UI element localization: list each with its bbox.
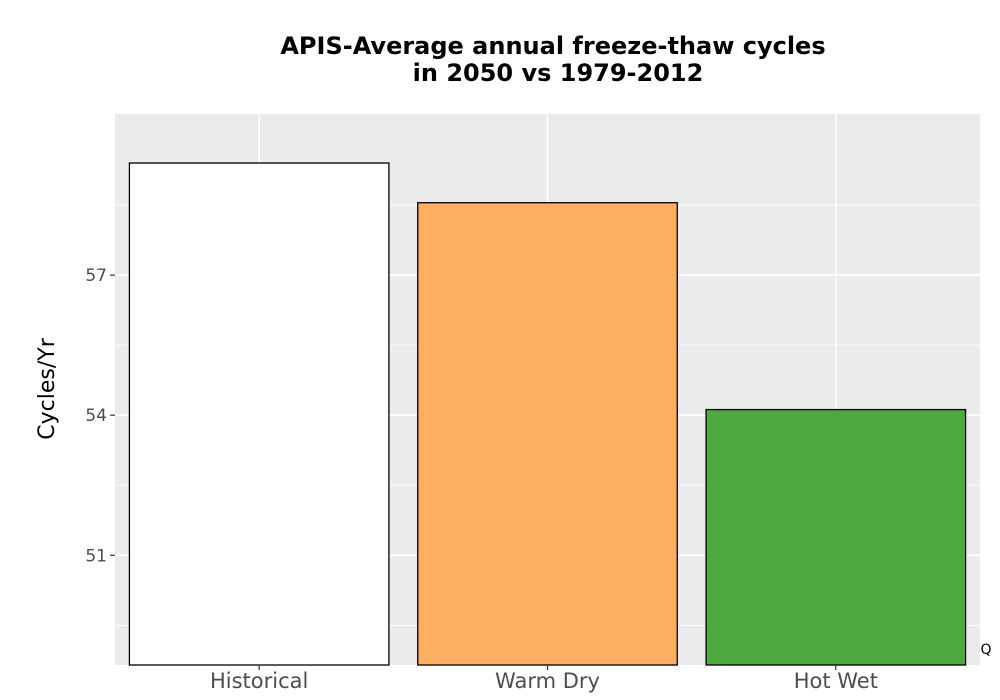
y-tick-label: 57: [85, 266, 107, 286]
bar-warm-dry: [417, 202, 678, 666]
bar-hot-wet: [705, 408, 967, 666]
x-axis: Historical Warm Dry Hot Wet: [210, 665, 878, 693]
corner-note: Q: [980, 642, 991, 658]
x-tick-label: Historical: [210, 669, 308, 693]
bar-historical: [128, 162, 390, 666]
x-tick-label: Hot Wet: [794, 669, 878, 693]
chart-title-line2: in 2050 vs 1979-2012: [413, 59, 704, 87]
y-tick-label: 54: [85, 406, 107, 426]
y-tick-label: 51: [85, 546, 107, 566]
y-axis-label: Cycles/Yr: [35, 337, 60, 439]
x-tick-label: Warm Dry: [495, 669, 600, 693]
chart-title-line1: APIS-Average annual freeze-thaw cycles: [280, 32, 825, 60]
y-axis: 51 54 57: [85, 266, 115, 566]
bars: [128, 162, 967, 666]
